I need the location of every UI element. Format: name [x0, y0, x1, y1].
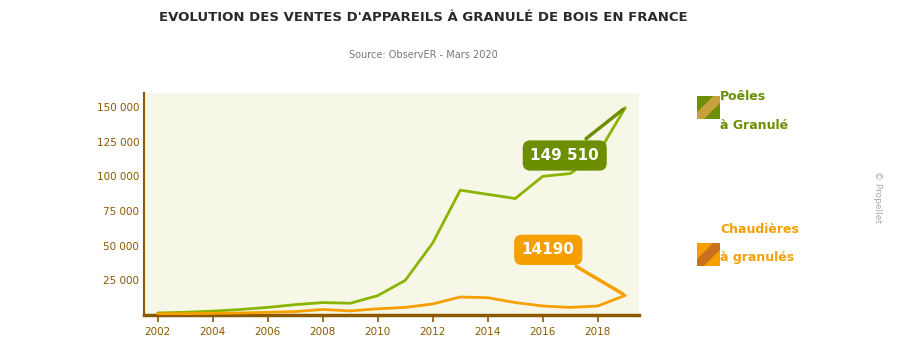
Text: Poêles: Poêles — [720, 90, 766, 103]
Text: à Granulé: à Granulé — [720, 119, 788, 132]
Text: 149 510: 149 510 — [530, 109, 623, 163]
Text: © Propellet: © Propellet — [873, 171, 882, 223]
Text: EVOLUTION DES VENTES D'APPAREILS À GRANULÉ DE BOIS EN FRANCE: EVOLUTION DES VENTES D'APPAREILS À GRANU… — [158, 11, 688, 24]
Text: Source: ObservER - Mars 2020: Source: ObservER - Mars 2020 — [348, 50, 498, 60]
Text: 14190: 14190 — [522, 242, 623, 294]
Text: à granulés: à granulés — [720, 251, 794, 264]
Text: Chaudières: Chaudières — [720, 223, 799, 236]
